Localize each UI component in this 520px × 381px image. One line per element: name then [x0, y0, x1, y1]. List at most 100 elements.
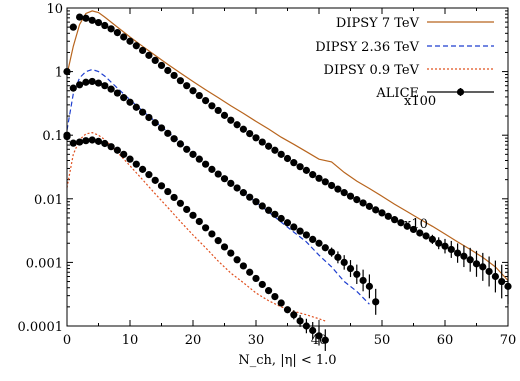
alice-point — [328, 181, 336, 190]
alice-point — [94, 18, 103, 27]
alice-point — [101, 82, 109, 90]
alice-point — [277, 299, 285, 307]
alice-point — [120, 150, 128, 158]
alice-point — [220, 111, 229, 119]
alice-point — [88, 77, 96, 86]
alice-point — [315, 332, 323, 340]
alice-point — [69, 84, 77, 92]
alice-point — [466, 256, 474, 264]
alice-point — [239, 262, 247, 270]
alice-point — [170, 135, 178, 143]
annotations: x100 x10 — [404, 94, 436, 232]
alice-point — [69, 139, 77, 147]
series-line-1 — [66, 68, 370, 305]
alice-point — [472, 260, 481, 268]
x-tick-label: 40 — [311, 333, 328, 348]
alice-point — [239, 189, 247, 197]
alice-point — [479, 263, 487, 271]
alice-point — [157, 124, 166, 132]
alice-point — [283, 219, 292, 227]
alice-point — [170, 193, 178, 202]
alice-point — [120, 94, 128, 102]
alice-point — [321, 244, 329, 252]
alice-point — [139, 165, 147, 173]
alice-point — [403, 222, 411, 230]
alice-point — [76, 81, 84, 89]
alice-point — [422, 232, 430, 240]
alice-point — [334, 253, 342, 261]
alice-point — [113, 29, 121, 37]
alice-point — [183, 82, 191, 90]
alice-point — [265, 287, 273, 295]
alice-point — [353, 196, 361, 204]
alice-point — [176, 199, 184, 207]
alice-point — [334, 185, 342, 193]
alice-point — [120, 33, 128, 41]
alice-point — [76, 13, 84, 21]
alice-point — [101, 21, 109, 30]
tick-labels: 0 10 20 30 40 50 60 70 0.0001 0.001 0.01 0.1 1 10 — [18, 2, 517, 348]
alice-point — [202, 96, 210, 105]
alice-point — [202, 160, 210, 168]
alice-point — [214, 106, 222, 115]
alice-point — [126, 155, 134, 163]
alice-point — [157, 61, 166, 70]
alice-point — [460, 252, 468, 260]
alice-point — [82, 78, 90, 86]
alice-point — [113, 146, 121, 154]
x-tick-label: 50 — [374, 333, 391, 348]
x-tick-label: 0 — [63, 333, 71, 348]
alice-point — [365, 282, 373, 290]
legend-label: ALICE — [375, 86, 419, 101]
alice-point — [346, 192, 355, 200]
alice-point — [107, 85, 115, 93]
alice-point — [195, 155, 203, 163]
alice-point — [69, 23, 77, 31]
alice-point — [233, 256, 241, 264]
alice-point — [290, 311, 298, 319]
x-tick-label: 20 — [185, 333, 202, 348]
alice-point — [176, 77, 184, 85]
alice-point — [170, 71, 178, 80]
alice-point — [189, 87, 197, 95]
alice-point — [491, 272, 499, 281]
alice-point — [189, 150, 197, 158]
alice-point — [233, 184, 241, 192]
alice-point — [271, 210, 279, 218]
x-tick-label: 70 — [500, 333, 517, 348]
alice-point — [302, 166, 310, 174]
alice-point — [88, 136, 96, 144]
alice-point — [353, 270, 361, 278]
alice-point — [271, 292, 279, 301]
alice-point — [265, 206, 273, 214]
alice-point — [391, 216, 399, 224]
alice-point — [113, 89, 121, 97]
alice-point — [164, 66, 172, 75]
alice-point — [195, 217, 203, 226]
alice-point — [220, 175, 229, 183]
alice-point — [107, 143, 115, 151]
alice-point — [214, 170, 222, 178]
alice-point — [107, 25, 115, 33]
alice-point — [151, 119, 159, 127]
alice-point — [359, 276, 367, 285]
legend-swatch-point — [456, 88, 465, 96]
alice-point — [372, 298, 380, 306]
series-line-2 — [66, 131, 326, 322]
alice-point — [94, 79, 103, 87]
legend: DIPSY 7 TeV DIPSY 2.36 TeV DIPSY 0.9 TeV AL… — [315, 16, 494, 101]
alice-point — [283, 154, 292, 163]
alice-point — [145, 113, 153, 122]
alice-point — [290, 159, 298, 167]
alice-point — [189, 211, 197, 219]
alice-point — [315, 174, 323, 182]
alice-point — [126, 37, 134, 45]
alice-point — [101, 139, 109, 148]
alice-point — [139, 46, 147, 55]
alice-point — [195, 91, 203, 100]
alice-point — [258, 138, 266, 146]
alice-point — [258, 202, 266, 210]
legend-label: DIPSY 2.36 TeV — [315, 40, 419, 55]
alice-point — [328, 248, 336, 256]
